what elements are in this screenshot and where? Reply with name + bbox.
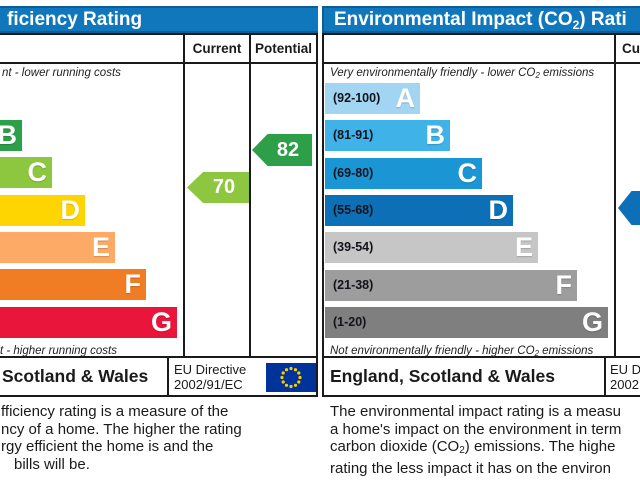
band-letter: B — [0, 120, 17, 150]
environmental-impact-title-text: Environmental Impact (CO — [334, 9, 573, 30]
bottom-caption-end: emissions — [538, 345, 594, 357]
band-d: (55-68) D — [325, 195, 513, 226]
co2-subscript: 2 — [535, 71, 540, 80]
top-caption: nt - lower running costs — [2, 67, 121, 79]
description-line: ncy of a home. The higher the rating — [1, 420, 242, 438]
environmental-impact-chart: Environmental Impact (CO2) Rati Cu Very … — [322, 6, 640, 397]
description-line: rating the less impact it has on the env… — [330, 459, 611, 477]
eu-directive-label: EU Directive 2002/91/EC — [174, 362, 246, 392]
region-label: England, Scotland & Wales — [330, 366, 555, 386]
band-b: B — [0, 120, 22, 151]
band-letter: G — [150, 307, 172, 337]
eu-directive-line2: 2002/91/EC — [174, 377, 243, 392]
current-rating-arrow: 70 — [187, 172, 249, 203]
eu-directive-line1: EU Directive — [174, 362, 247, 377]
current-column-header: Current — [192, 41, 242, 56]
band-range: (69-80) — [333, 166, 374, 180]
band-c: (69-80) C — [325, 158, 482, 189]
description-line: fficiency rating is a measure of the — [1, 403, 229, 420]
eu-flag-icon — [266, 363, 316, 397]
band-letter: F — [124, 269, 142, 299]
potential-rating-arrow: 82 — [252, 134, 312, 166]
environmental-impact-title: Environmental Impact (CO2) Rati — [322, 6, 640, 33]
description-text-end: ) emissions. The highe — [464, 438, 616, 456]
energy-efficiency-description: fficiency rating is a measure of the ncy… — [1, 403, 242, 473]
band-letter: B — [425, 120, 446, 150]
divider — [167, 356, 169, 397]
band-letter: D — [60, 195, 81, 225]
bottom-caption-text: Not environmentally friendly - higher CO — [330, 345, 535, 357]
description-line: carbon dioxide (CO2) emissions. The high… — [330, 438, 621, 460]
band-e: E — [0, 232, 115, 263]
divider — [322, 33, 640, 35]
divider — [0, 33, 318, 35]
divider — [322, 33, 324, 397]
region-label: Scotland & Wales — [2, 366, 149, 386]
description-line: a home's impact on the environment in te… — [330, 420, 622, 438]
divider — [322, 356, 640, 358]
band-range: (55-68) — [333, 203, 374, 217]
divider — [249, 33, 251, 358]
band-letter: E — [91, 232, 110, 262]
environmental-impact-title-end: ) Rati — [579, 9, 627, 30]
description-line: The environmental impact rating is a mea… — [330, 403, 621, 420]
top-caption: Very environmentally friendly - lower CO… — [330, 67, 594, 80]
bottom-caption: Not environmentally friendly - higher CO… — [330, 345, 593, 358]
band-c: C — [0, 157, 52, 188]
band-range: (1-20) — [333, 315, 367, 329]
band-g: G — [0, 307, 177, 338]
eu-directive-label: EU D 2002. — [610, 362, 640, 392]
divider — [0, 356, 318, 358]
divider — [183, 33, 185, 358]
band-range: (81-91) — [333, 128, 374, 142]
divider — [322, 62, 640, 64]
top-caption-end: emissions — [539, 67, 595, 79]
co2-subscript: 2 — [534, 349, 539, 358]
band-letter: A — [395, 83, 416, 113]
divider — [316, 33, 318, 397]
description-text: carbon dioxide (CO — [330, 438, 460, 456]
divider — [604, 356, 606, 397]
band-letter: E — [514, 232, 533, 262]
co2-subscript: 2 — [459, 445, 465, 457]
band-letter: G — [581, 307, 603, 337]
band-f: (21-38) F — [325, 270, 577, 301]
bottom-caption: t - higher running costs — [0, 345, 117, 357]
band-letter: D — [488, 195, 509, 225]
band-a: (92-100) A — [325, 83, 420, 114]
band-b: (81-91) B — [325, 120, 450, 151]
band-range: (39-54) — [333, 240, 374, 254]
current-rating-value: 70 — [212, 176, 236, 198]
top-caption-text: Very environmentally friendly - lower CO — [330, 67, 536, 79]
energy-efficiency-title: ficiency Rating — [0, 6, 318, 33]
band-d: D — [0, 195, 85, 226]
current-rating-arrow — [618, 191, 640, 225]
divider — [614, 33, 616, 358]
co2-subscript: 2 — [572, 18, 580, 32]
description-line: bills will be. — [14, 455, 90, 473]
current-column-header: Cu — [622, 41, 640, 56]
band-letter: C — [27, 157, 48, 187]
divider — [0, 395, 318, 397]
divider — [0, 62, 318, 64]
description-line: rgy efficient the home is and the — [1, 438, 214, 456]
eu-directive-line1: EU D — [610, 362, 640, 377]
band-letter: C — [457, 158, 478, 188]
energy-efficiency-chart: ficiency Rating Current Potential nt - l… — [0, 6, 318, 397]
potential-column-header: Potential — [254, 41, 312, 56]
environmental-impact-description: The environmental impact rating is a mea… — [330, 403, 621, 477]
band-g: (1-20) G — [325, 307, 608, 338]
band-e: (39-54) E — [325, 232, 538, 263]
divider — [322, 395, 640, 397]
eu-directive-line2: 2002. — [610, 377, 640, 392]
band-range: (21-38) — [333, 278, 374, 292]
energy-efficiency-title-text: ficiency Rating — [7, 9, 143, 30]
band-f: F — [0, 269, 146, 300]
potential-rating-value: 82 — [276, 139, 300, 161]
band-letter: F — [555, 270, 573, 300]
band-range: (92-100) — [333, 91, 381, 105]
